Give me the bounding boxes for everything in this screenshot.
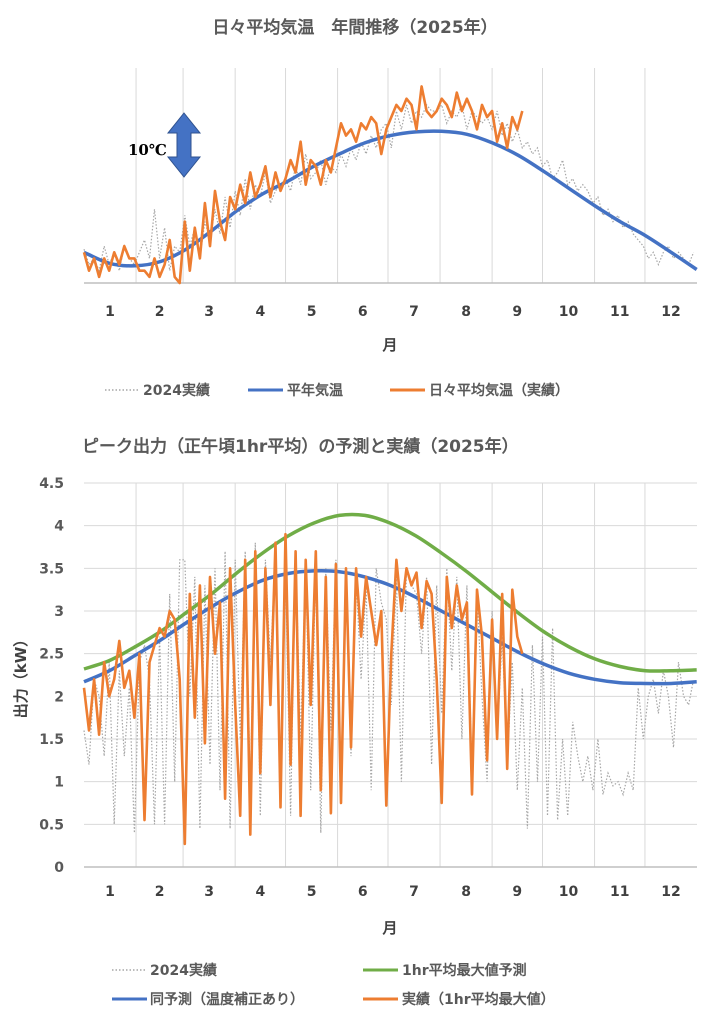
legend-label: 実績（1hr平均最大値） — [402, 991, 555, 1008]
x-tick-label: 3 — [204, 304, 214, 320]
x-tick-label: 7 — [409, 884, 419, 900]
gridlines — [84, 68, 697, 284]
x-tick-label: 2 — [155, 304, 165, 320]
x-tick-label: 9 — [512, 884, 522, 900]
x-tick-label: 12 — [661, 304, 680, 320]
x-axis-label: 月 — [381, 919, 397, 937]
series-line-1 — [83, 129, 698, 271]
x-tick-label: 12 — [661, 884, 680, 900]
x-tick-labels: 1 2 3 4 5 6 7 8 9 10 11 12 — [105, 304, 681, 320]
y-axis-label: 出力（kW） — [12, 632, 30, 719]
legend-label: 平年気温 — [287, 382, 343, 399]
legend-label: 同予測（温度補正あり） — [150, 991, 304, 1008]
x-tick-label: 3 — [204, 884, 214, 900]
series-line-2 — [82, 85, 524, 285]
y-tick-label: 4.5 — [39, 476, 64, 492]
ten-degree-annotation: 10℃ — [128, 112, 202, 178]
x-tick-label: 5 — [307, 304, 317, 320]
x-axis-label: 月 — [381, 336, 397, 354]
y-tick-label: 3.5 — [39, 561, 64, 577]
legend-label: 1hr平均最大値予測 — [402, 962, 527, 979]
x-tick-label: 1 — [105, 304, 115, 320]
y-tick-label: 0.5 — [39, 817, 64, 833]
temperature-chart: 日々平均気温 年間推移（2025年） 1 2 3 4 5 6 7 8 9 10 11 12 月 10℃… — [82, 17, 698, 399]
annotation-label: 10℃ — [128, 141, 167, 159]
y-tick-label: 2.5 — [39, 647, 64, 663]
series-line-0 — [83, 542, 695, 833]
peak-output-chart: ピーク出力（正午頃1hr平均）の予測と実績（2025年） 0 0.5 1 1.5 2 2.… — [12, 436, 697, 1008]
y-tick-label: 4 — [54, 519, 64, 535]
series-lines — [82, 85, 698, 285]
y-tick-label: 2 — [54, 689, 64, 705]
x-tick-label: 7 — [409, 304, 419, 320]
x-tick-labels: 1 2 3 4 5 6 7 8 9 10 11 12 — [105, 884, 681, 900]
y-tick-label: 1 — [54, 775, 64, 791]
chart-title: ピーク出力（正午頃1hr平均）の予測と実績（2025年） — [82, 436, 519, 457]
x-tick-label: 10 — [559, 304, 579, 320]
x-tick-label: 8 — [461, 884, 471, 900]
legend-label: 2024実績 — [150, 962, 217, 979]
legend: 2024実績 1hr平均最大値予測 同予測（温度補正あり） 実績（1hr平均最大… — [112, 962, 555, 1008]
x-tick-label: 1 — [105, 884, 115, 900]
x-tick-label: 8 — [461, 304, 471, 320]
x-tick-label: 11 — [610, 304, 629, 320]
x-tick-label: 6 — [358, 304, 368, 320]
legend: 2024実績 平年気温 日々平均気温（実績） — [105, 382, 569, 399]
x-tick-label: 9 — [512, 304, 522, 320]
x-tick-label: 4 — [255, 884, 265, 900]
x-tick-label: 6 — [358, 884, 368, 900]
y-tick-label: 3 — [54, 604, 64, 620]
y-tick-label: 1.5 — [39, 732, 64, 748]
series-lines — [82, 512, 697, 846]
x-tick-label: 11 — [610, 884, 629, 900]
series-line-2 — [83, 569, 697, 686]
x-tick-label: 4 — [255, 304, 265, 320]
y-tick-label: 0 — [54, 860, 64, 876]
y-tick-labels: 0 0.5 1 1.5 2 2.5 3 3.5 4 4.5 — [39, 476, 64, 876]
x-tick-label: 10 — [559, 884, 579, 900]
chart-title: 日々平均気温 年間推移（2025年） — [212, 17, 497, 38]
x-tick-label: 2 — [155, 884, 165, 900]
double-arrow-icon — [166, 112, 202, 178]
x-tick-label: 5 — [307, 884, 317, 900]
series-line-1 — [83, 512, 697, 673]
series-line-3 — [82, 532, 524, 846]
legend-label: 日々平均気温（実績） — [429, 382, 569, 399]
legend-label: 2024実績 — [143, 382, 210, 399]
